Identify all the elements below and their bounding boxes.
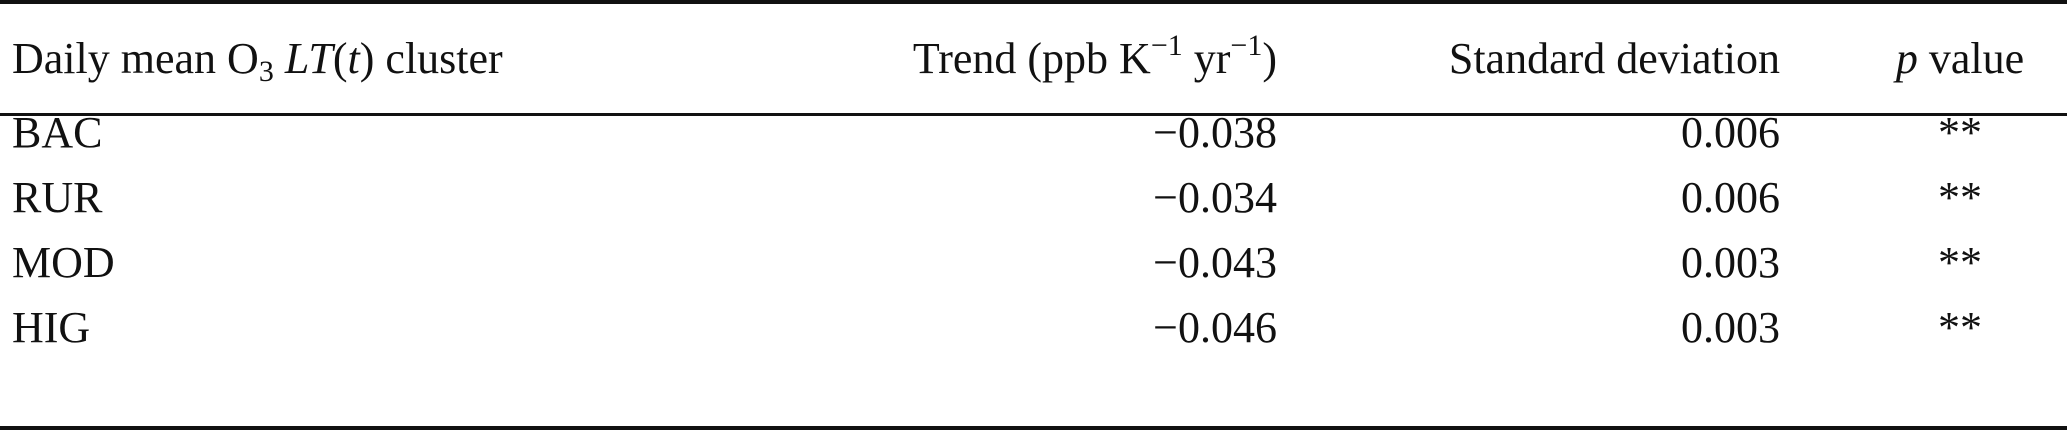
trend-cell: −0.038 bbox=[1153, 108, 1277, 157]
std-cell: 0.003 bbox=[1681, 238, 1780, 287]
header-trend: Trend (ppb K−1 yr−1) bbox=[912, 29, 1277, 84]
table-row: MOD −0.043 0.003 ** bbox=[0, 230, 2067, 296]
trend-cell: −0.046 bbox=[1153, 303, 1277, 352]
std-cell: 0.006 bbox=[1681, 173, 1780, 222]
p-cell: ** bbox=[1938, 303, 1982, 352]
p-cell: ** bbox=[1938, 173, 1982, 222]
header-row: Daily mean O3 LT(t) cluster Trend (ppb K… bbox=[0, 26, 2067, 92]
std-cell: 0.006 bbox=[1681, 108, 1780, 157]
p-cell: ** bbox=[1938, 108, 1982, 157]
header-p-value: p value bbox=[1895, 34, 2025, 83]
cluster-cell: MOD bbox=[12, 238, 115, 287]
trend-cell: −0.034 bbox=[1153, 173, 1277, 222]
header-std: Standard deviation bbox=[1448, 34, 1780, 83]
top-rule bbox=[0, 0, 2067, 4]
table-row: HIG −0.046 0.003 ** bbox=[0, 295, 2067, 361]
trend-cell: −0.043 bbox=[1153, 238, 1277, 287]
table-row: BAC −0.038 0.006 ** bbox=[0, 100, 2067, 166]
p-cell: ** bbox=[1938, 238, 1982, 287]
bottom-rule bbox=[0, 426, 2067, 430]
std-cell: 0.003 bbox=[1681, 303, 1780, 352]
cluster-cell: BAC bbox=[12, 108, 103, 157]
cluster-cell: RUR bbox=[12, 173, 103, 222]
table-row: RUR −0.034 0.006 ** bbox=[0, 165, 2067, 231]
cluster-cell: HIG bbox=[12, 303, 91, 352]
header-cluster: Daily mean O3 LT(t) cluster bbox=[12, 34, 503, 88]
header-rule bbox=[0, 113, 2067, 116]
